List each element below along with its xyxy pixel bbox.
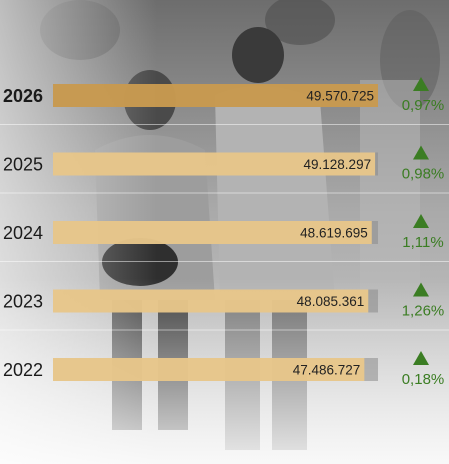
bar [53, 289, 369, 313]
value-label: 49.128.297 [304, 157, 372, 172]
value-label: 48.085.361 [297, 294, 365, 309]
bar [53, 221, 372, 244]
value-label: 49.570.725 [306, 89, 374, 104]
year-label: 2024 [3, 223, 43, 243]
change-label: 0,98% [402, 166, 445, 183]
year-label: 2025 [3, 155, 43, 175]
bar [53, 84, 378, 107]
change-label: 1,11% [402, 234, 443, 251]
value-label: 47.486.727 [293, 363, 361, 378]
bar [53, 358, 365, 381]
up-arrow-icon [413, 282, 429, 297]
change-label: 0,18% [402, 371, 445, 388]
bar [53, 152, 376, 176]
up-arrow-icon [413, 214, 429, 228]
year-label: 2026 [3, 86, 43, 106]
up-arrow-icon [413, 77, 429, 91]
up-arrow-icon [413, 351, 429, 365]
year-label: 2023 [3, 292, 43, 312]
change-label: 1,26% [402, 303, 445, 320]
change-label: 0,97% [402, 97, 445, 114]
value-label: 48.619.695 [300, 226, 368, 241]
year-label: 2022 [3, 360, 43, 380]
up-arrow-icon [413, 145, 429, 160]
